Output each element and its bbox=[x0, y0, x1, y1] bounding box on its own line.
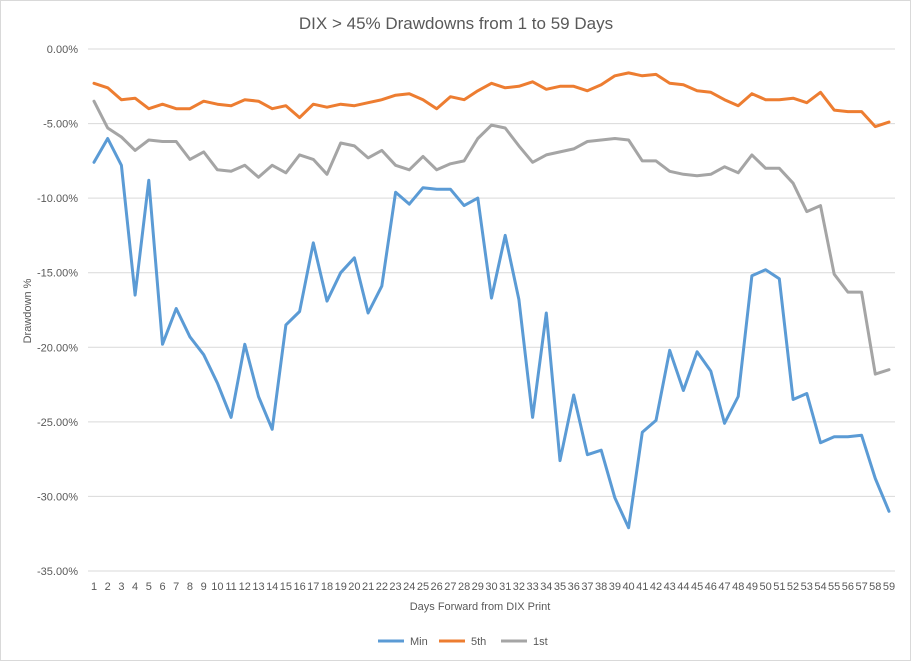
legend-label-min: Min bbox=[410, 636, 428, 648]
x-tick-label: 4 bbox=[132, 581, 138, 593]
y-axis-label: Drawdown % bbox=[22, 278, 34, 343]
x-tick-label: 49 bbox=[746, 581, 758, 593]
y-tick-label: -30.00% bbox=[37, 491, 78, 503]
gridlines bbox=[88, 48, 895, 572]
x-tick-label: 55 bbox=[828, 581, 840, 593]
x-tick-label: 47 bbox=[718, 581, 730, 593]
x-tick-label: 5 bbox=[146, 581, 152, 593]
legend-label-5th: 5th bbox=[471, 636, 486, 648]
x-tick-label: 8 bbox=[187, 581, 193, 593]
x-tick-label: 7 bbox=[173, 581, 179, 593]
series-lines bbox=[92, 71, 891, 530]
x-tick-label: 53 bbox=[801, 581, 813, 593]
x-tick-label: 1 bbox=[91, 581, 97, 593]
y-tick-label: -15.00% bbox=[37, 268, 78, 280]
x-tick-label: 18 bbox=[321, 581, 333, 593]
x-tick-label: 22 bbox=[376, 581, 388, 593]
x-tick-label: 10 bbox=[211, 581, 223, 593]
x-tick-label: 31 bbox=[499, 581, 511, 593]
x-tick-label: 30 bbox=[485, 581, 497, 593]
y-tick-label: -20.00% bbox=[37, 342, 78, 354]
x-tick-label: 9 bbox=[201, 581, 207, 593]
x-tick-label: 52 bbox=[787, 581, 799, 593]
x-axis-label: Days Forward from DIX Print bbox=[410, 601, 551, 613]
x-tick-label: 25 bbox=[417, 581, 429, 593]
x-tick-label: 23 bbox=[389, 581, 401, 593]
x-tick-label: 20 bbox=[348, 581, 360, 593]
x-tick-label: 27 bbox=[444, 581, 456, 593]
x-tick-label: 19 bbox=[335, 581, 347, 593]
y-tick-label: 0.00% bbox=[47, 44, 78, 56]
x-tick-label: 13 bbox=[252, 581, 264, 593]
x-tick-label: 54 bbox=[814, 581, 826, 593]
x-tick-label: 28 bbox=[458, 581, 470, 593]
x-tick-label: 38 bbox=[595, 581, 607, 593]
x-tick-label: 57 bbox=[855, 581, 867, 593]
x-tick-label: 14 bbox=[266, 581, 278, 593]
x-tick-label: 46 bbox=[705, 581, 717, 593]
x-tick-label: 16 bbox=[293, 581, 305, 593]
x-tick-label: 32 bbox=[513, 581, 525, 593]
x-axis-tick-labels: 1 2 3 4 5 6 7 8 9 10 11 12 13 14 15 16 17 18 19 20 21 22 23 24 2… bbox=[91, 581, 895, 593]
x-tick-label: 36 bbox=[568, 581, 580, 593]
x-tick-label: 12 bbox=[239, 581, 251, 593]
x-tick-label: 42 bbox=[650, 581, 662, 593]
y-tick-label: -25.00% bbox=[37, 417, 78, 429]
x-tick-label: 39 bbox=[609, 581, 621, 593]
x-tick-label: 56 bbox=[842, 581, 854, 593]
y-tick-label: -10.00% bbox=[37, 193, 78, 205]
x-tick-label: 45 bbox=[691, 581, 703, 593]
x-tick-label: 37 bbox=[581, 581, 593, 593]
x-tick-label: 21 bbox=[362, 581, 374, 593]
y-tick-label: -35.00% bbox=[37, 566, 78, 578]
y-tick-label: -5.00% bbox=[43, 119, 78, 131]
x-tick-label: 33 bbox=[526, 581, 538, 593]
x-tick-label: 2 bbox=[105, 581, 111, 593]
x-tick-label: 17 bbox=[307, 581, 319, 593]
chart-title: DIX > 45% Drawdowns from 1 to 59 Days bbox=[299, 14, 613, 33]
x-tick-label: 50 bbox=[760, 581, 772, 593]
x-tick-label: 40 bbox=[622, 581, 634, 593]
x-tick-label: 6 bbox=[159, 581, 165, 593]
x-tick-label: 3 bbox=[118, 581, 124, 593]
series-line-1st bbox=[92, 99, 891, 376]
x-tick-label: 58 bbox=[869, 581, 881, 593]
legend: Min 5th 1st bbox=[378, 636, 548, 648]
x-tick-label: 44 bbox=[677, 581, 689, 593]
x-tick-label: 24 bbox=[403, 581, 415, 593]
series-line-min bbox=[92, 137, 891, 530]
x-tick-label: 48 bbox=[732, 581, 744, 593]
x-tick-label: 59 bbox=[883, 581, 895, 593]
x-tick-label: 29 bbox=[472, 581, 484, 593]
x-tick-label: 51 bbox=[773, 581, 785, 593]
x-tick-label: 34 bbox=[540, 581, 552, 593]
x-tick-label: 11 bbox=[225, 581, 236, 593]
legend-label-1st: 1st bbox=[533, 636, 548, 648]
x-tick-label: 41 bbox=[636, 581, 648, 593]
x-tick-label: 43 bbox=[664, 581, 676, 593]
x-tick-label: 26 bbox=[431, 581, 443, 593]
series-line-5th bbox=[92, 71, 891, 129]
x-tick-label: 15 bbox=[280, 581, 292, 593]
y-axis-tick-labels: 0.00% -5.00% -10.00% -15.00% -20.00% -25.00% -… bbox=[37, 44, 78, 578]
x-tick-label: 35 bbox=[554, 581, 566, 593]
